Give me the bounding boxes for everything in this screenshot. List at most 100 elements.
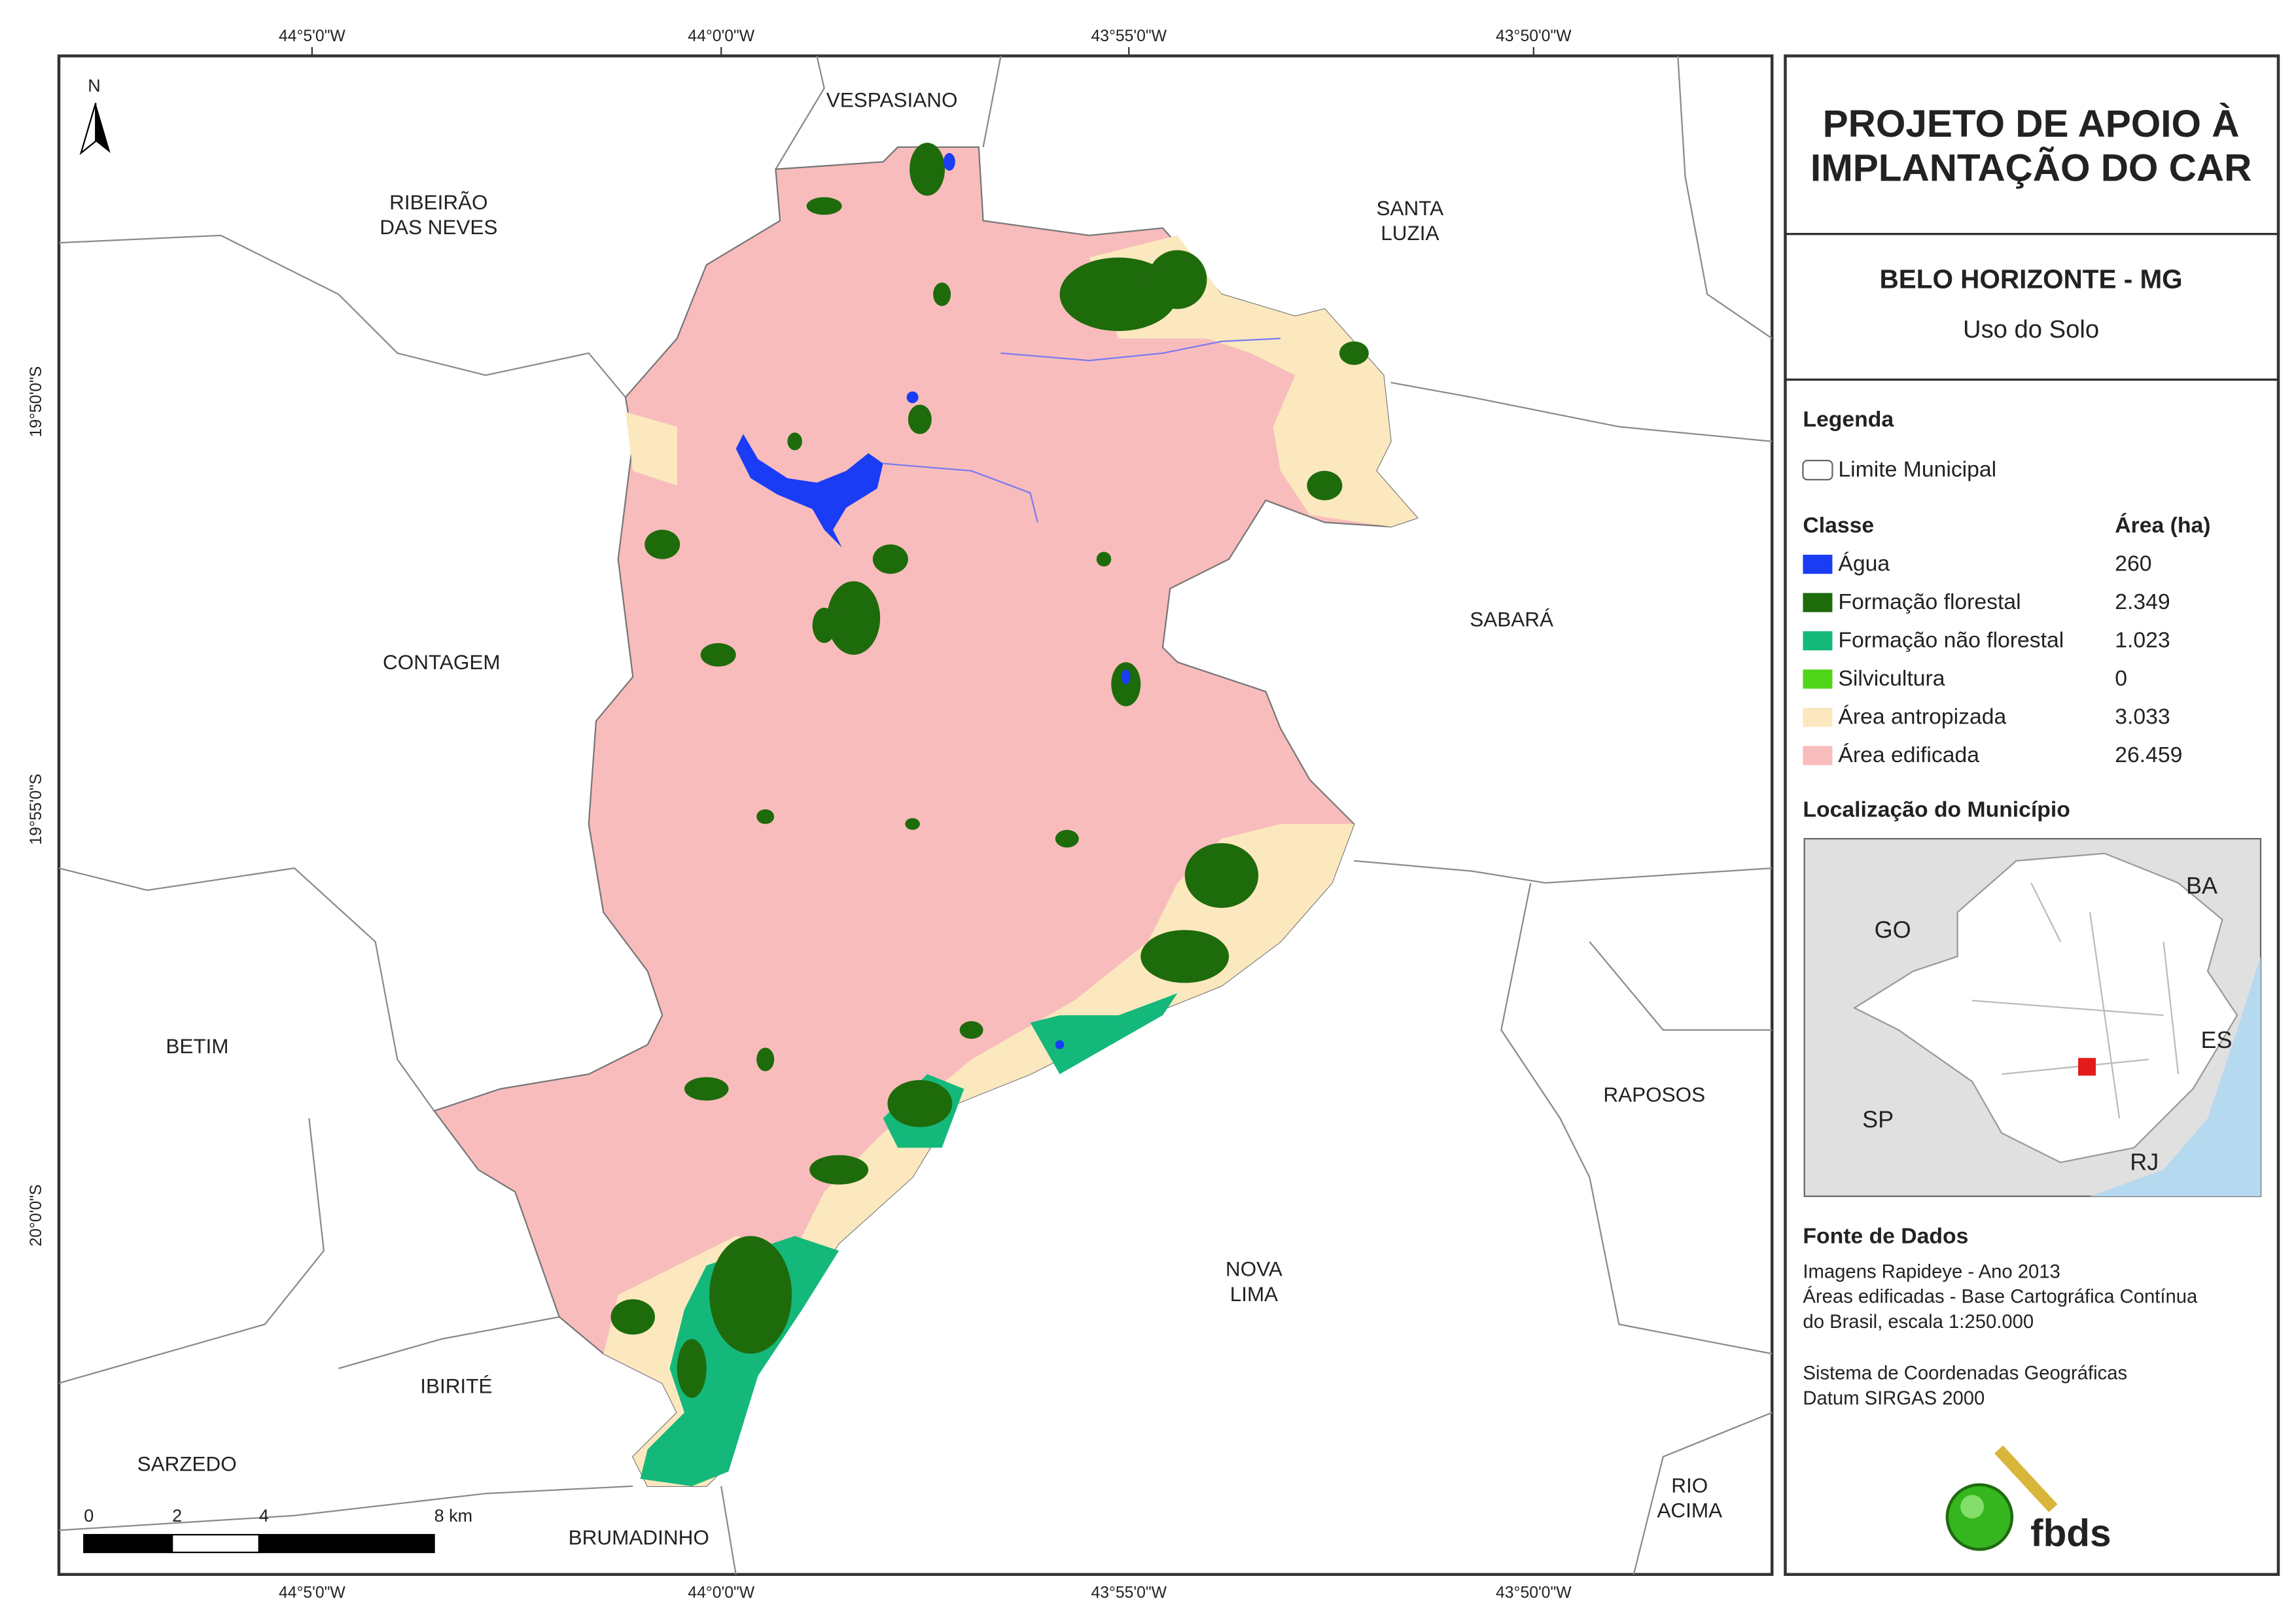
title: IMPLANTAÇÃO DO CAR — [1810, 146, 2252, 189]
forest-formation — [809, 1155, 869, 1185]
title: PROJETO DE APOIO À — [1823, 102, 2240, 145]
municipal-boundary — [982, 56, 1002, 148]
legend-area: 260 — [2115, 551, 2151, 576]
state-outline — [1852, 852, 2238, 1164]
location-heading: Localização do Município — [1803, 797, 2070, 822]
municipal-boundary — [1633, 1412, 1773, 1575]
logo-highlight — [1960, 1495, 1985, 1519]
source-line: do Brasil, escala 1:250.000 — [1803, 1312, 2034, 1333]
scale-label: 8 km — [434, 1506, 472, 1526]
longitude-label: 44°0'0"W — [688, 1584, 754, 1602]
forest-formation — [677, 1338, 707, 1398]
municipality-label: NOVA — [1226, 1257, 1282, 1281]
municipality-label: DAS NEVES — [380, 215, 497, 239]
municipality-label: RIO — [1671, 1473, 1708, 1497]
municipality-marker — [2078, 1058, 2096, 1076]
forest-formation — [872, 544, 908, 574]
municipality-label: RIBEIRÃO — [389, 190, 487, 214]
forest-formation — [1059, 257, 1178, 332]
municipal-boundary — [338, 1316, 559, 1369]
municipality-label: SANTA — [1377, 196, 1444, 220]
water — [943, 152, 955, 171]
non-forest-formation — [1030, 993, 1178, 1075]
municipality-label: SARZEDO — [137, 1452, 237, 1476]
forest-formation — [812, 607, 836, 643]
legend-label: Formação florestal — [1838, 589, 2021, 614]
inset-boundary — [2030, 882, 2062, 943]
municipal-boundary — [58, 867, 435, 1111]
municipality-label: IBIRITÉ — [420, 1374, 492, 1397]
legend-label: Limite Municipal — [1838, 457, 1996, 482]
forest-formation — [827, 581, 881, 655]
scale-label: 4 — [259, 1506, 269, 1526]
forest-formation — [610, 1299, 655, 1335]
legend-swatch — [1803, 554, 1833, 574]
source-line: Imagens Rapideye - Ano 2013 — [1803, 1261, 2060, 1282]
legend-label: Silvicultura — [1838, 666, 1945, 691]
subtitle: BELO HORIZONTE - MG — [1880, 264, 2183, 294]
scale-label: 0 — [84, 1506, 94, 1526]
inset-boundary — [2089, 912, 2121, 1119]
municipal-boundary — [775, 56, 825, 170]
water — [1055, 1040, 1065, 1049]
forest-formation — [787, 432, 802, 451]
legend-area: 1.023 — [2115, 628, 2170, 653]
longitude-label: 43°55'0"W — [1091, 27, 1167, 45]
source-line: Áreas edificadas - Base Cartográfica Con… — [1803, 1286, 2198, 1308]
sea — [2090, 956, 2261, 1196]
forest-formation — [700, 642, 736, 667]
municipal-boundary — [58, 1485, 633, 1531]
municipal-boundary — [1390, 381, 1773, 442]
legend-area: 2.349 — [2115, 589, 2170, 614]
forest-formation — [887, 1080, 953, 1127]
municipality-label: VESPASIANO — [826, 88, 958, 112]
legend-label: Formação não florestal — [1838, 628, 2064, 653]
source-line: Sistema de Coordenadas Geográficas — [1803, 1363, 2127, 1384]
anthropized-area — [625, 411, 677, 486]
scale-bar-segment — [83, 1533, 173, 1554]
scale-bar-segment — [258, 1533, 435, 1554]
forest-formation — [959, 1021, 983, 1039]
legend-area: 26.459 — [2115, 742, 2182, 767]
latitude-label: 19°55'0"S — [27, 774, 45, 845]
inset-boundary — [2001, 1058, 2149, 1075]
legend-header: Classe — [1803, 513, 1874, 538]
logo-bar — [1994, 1445, 2058, 1512]
municipality-label: LUZIA — [1381, 221, 1439, 245]
forest-formation — [756, 809, 775, 824]
forest-formation — [1140, 930, 1229, 983]
water — [1122, 669, 1131, 684]
municipality-label: BETIM — [166, 1034, 228, 1058]
forest-formation — [684, 1077, 729, 1101]
longitude-label: 43°50'0"W — [1496, 27, 1572, 45]
municipal-boundary — [1677, 56, 1773, 340]
municipality-label: RAPOSOS — [1603, 1083, 1705, 1106]
legend-label: Área antropizada — [1838, 705, 2006, 729]
municipal-boundary — [1500, 882, 1773, 1355]
source-heading: Fonte de Dados — [1803, 1224, 1968, 1249]
state-label: BA — [2186, 872, 2217, 899]
theme: Uso do Solo — [1963, 315, 2099, 343]
scale-bar-segment — [171, 1533, 260, 1554]
forest-formation — [908, 404, 932, 434]
inset-boundary — [1972, 1000, 2164, 1017]
longitude-label: 44°0'0"W — [688, 27, 754, 45]
logo-text: fbds — [2030, 1512, 2111, 1555]
state-label: SP — [1862, 1106, 1894, 1132]
municipal-boundary — [1354, 860, 1773, 884]
forest-formation — [1096, 551, 1112, 567]
legend-header: Área (ha) — [2115, 513, 2210, 538]
boundary-swatch — [1802, 459, 1833, 481]
forest-formation — [1307, 470, 1343, 500]
legend-area: 0 — [2115, 666, 2127, 691]
municipality-label: LIMA — [1230, 1282, 1278, 1306]
reservoir — [735, 434, 883, 548]
legend-swatch — [1803, 593, 1833, 612]
legend-area: 3.033 — [2115, 705, 2170, 729]
longitude-label: 44°5'0"W — [279, 27, 345, 45]
forest-formation — [806, 197, 842, 215]
legend-swatch — [1803, 707, 1833, 727]
state-label: ES — [2201, 1026, 2233, 1053]
scale-label: 2 — [172, 1506, 182, 1526]
